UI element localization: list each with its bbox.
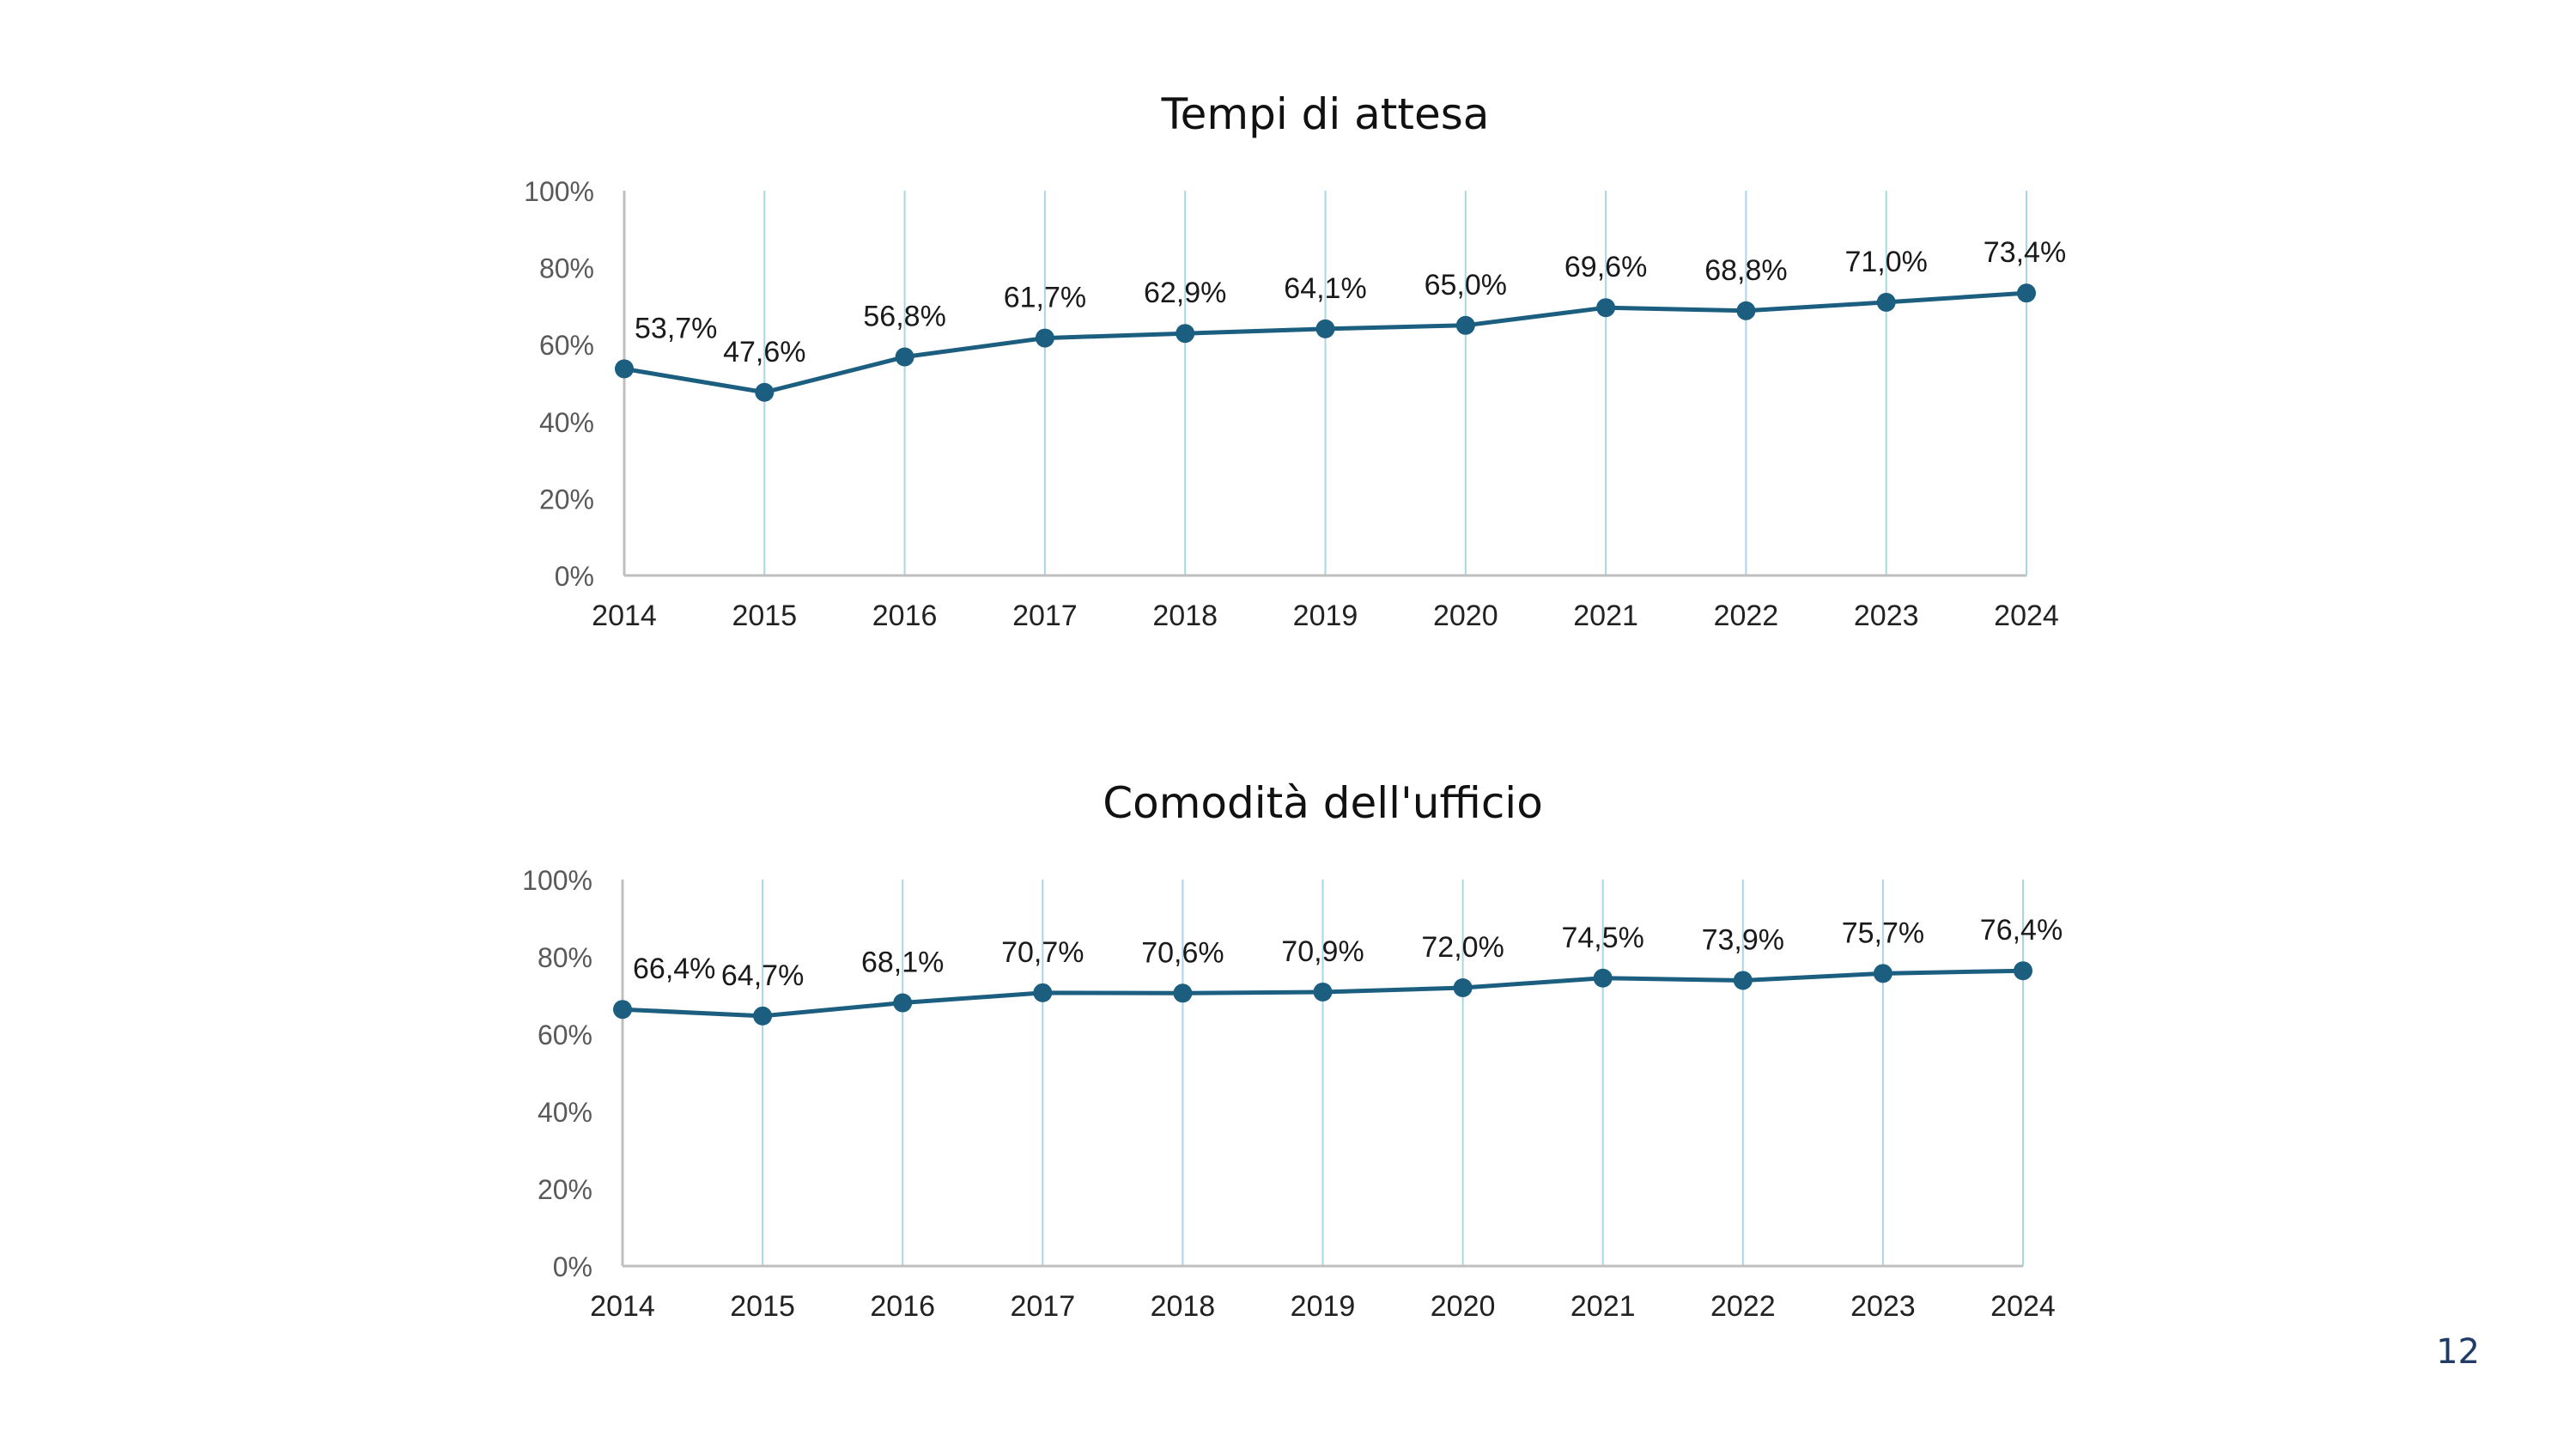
data-point [1313, 982, 1333, 1002]
data-point [755, 382, 775, 402]
x-tick-label: 2024 [1990, 1290, 2056, 1323]
page-number: 12 [2436, 1332, 2480, 1372]
data-point [1035, 328, 1054, 348]
x-tick-label: 2021 [1571, 1290, 1636, 1323]
data-label: 61,7% [1004, 282, 1086, 314]
x-tick-label: 2022 [1714, 600, 1779, 632]
x-tick-label: 2016 [870, 1290, 935, 1323]
y-tick-label: 0% [553, 1251, 592, 1282]
y-tick-label: 0% [555, 561, 594, 592]
y-tick-label: 60% [539, 330, 594, 361]
data-point [1453, 978, 1473, 997]
data-point [1176, 324, 1195, 344]
data-point [753, 1006, 773, 1026]
x-tick-label: 2019 [1291, 1290, 1356, 1323]
data-label: 76,4% [1980, 914, 2063, 947]
y-tick-label: 20% [538, 1174, 592, 1205]
x-tick-label: 2023 [1850, 1290, 1916, 1323]
x-tick-label: 2015 [732, 600, 797, 632]
x-tick-label: 2022 [1710, 1290, 1776, 1323]
data-point [615, 359, 634, 379]
x-tick-label: 2018 [1151, 1290, 1216, 1323]
data-label: 73,4% [1984, 236, 2066, 269]
x-tick-label: 2020 [1431, 1290, 1496, 1323]
y-tick-label: 80% [538, 942, 592, 973]
x-tick-label: 2024 [1994, 600, 2059, 632]
data-point [893, 993, 913, 1013]
data-point [1733, 971, 1753, 990]
data-label: 68,8% [1704, 254, 1787, 287]
line-chart-2: Comodità dell'ufficio 0% 20% 40% 60% 80% 100% 2… [522, 778, 2063, 1323]
y-tick-label: 100% [524, 176, 594, 207]
data-point [1455, 315, 1475, 335]
data-label: 74,5% [1561, 922, 1643, 954]
y-tick-label: 40% [539, 407, 594, 438]
data-label: 70,7% [1001, 936, 1084, 969]
data-label: 71,0% [1844, 246, 1927, 278]
y-tick-label: 40% [538, 1097, 592, 1128]
y-tick-label: 100% [522, 865, 592, 896]
data-label: 73,9% [1702, 923, 1784, 956]
data-label: 64,1% [1284, 272, 1366, 305]
data-label: 70,6% [1141, 936, 1224, 969]
y-tick-label: 60% [538, 1020, 592, 1050]
data-point [1173, 983, 1193, 1003]
data-label: 53,7% [635, 312, 717, 344]
data-point [1033, 983, 1053, 1002]
data-point [2014, 961, 2032, 981]
x-tick-label: 2019 [1293, 600, 1358, 632]
chart-title: Comodità dell'ufficio [1103, 778, 1543, 828]
data-label: 66,4% [633, 953, 715, 985]
x-tick-label: 2017 [1010, 1290, 1075, 1323]
data-point [1596, 298, 1616, 318]
x-tick-label: 2023 [1854, 600, 1919, 632]
x-tick-label: 2014 [590, 1290, 655, 1323]
x-tick-label: 2018 [1152, 600, 1218, 632]
data-label: 47,6% [723, 336, 805, 368]
data-point [2017, 283, 2036, 303]
data-label: 69,6% [1564, 251, 1647, 283]
x-tick-label: 2014 [592, 600, 657, 632]
data-point [1873, 964, 1893, 983]
data-point [613, 1000, 632, 1020]
data-point [1876, 292, 1896, 312]
data-label: 65,0% [1425, 269, 1507, 301]
data-label: 64,7% [721, 959, 804, 992]
data-point [895, 347, 914, 367]
line-chart-1: Tempi di attesa 0% 20% 40% 60% 80% 100% 2014 201… [524, 89, 2066, 632]
data-point [1736, 301, 1756, 320]
x-tick-label: 2020 [1433, 600, 1498, 632]
data-label: 56,8% [863, 301, 945, 333]
x-tick-label: 2017 [1012, 600, 1078, 632]
y-tick-label: 20% [539, 484, 594, 514]
data-label: 62,9% [1144, 277, 1226, 309]
chart-title: Tempi di attesa [1161, 89, 1490, 139]
data-point [1593, 968, 1613, 988]
x-tick-label: 2015 [730, 1290, 795, 1323]
data-label: 72,0% [1421, 931, 1504, 964]
data-label: 70,9% [1281, 935, 1364, 968]
x-tick-label: 2021 [1573, 600, 1638, 632]
data-point [1315, 319, 1335, 338]
data-label: 68,1% [861, 947, 944, 979]
y-tick-label: 80% [539, 253, 594, 284]
x-tick-label: 2016 [872, 600, 938, 632]
data-label: 75,7% [1842, 916, 1924, 949]
